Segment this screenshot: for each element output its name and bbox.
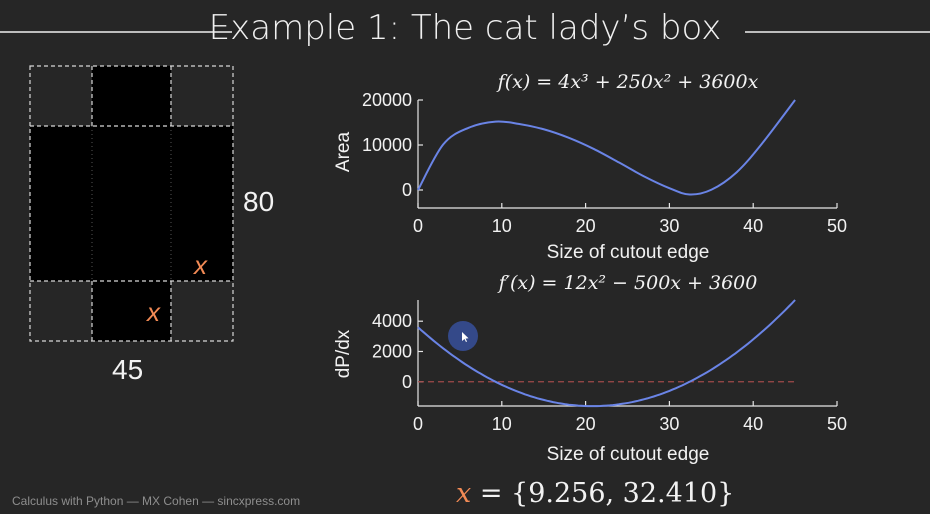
box-width-label: 45 bbox=[112, 354, 144, 385]
area-chart-ylabel: Area bbox=[333, 132, 354, 173]
title-rule-right bbox=[745, 31, 930, 33]
solution-equation: x = {9.256, 32.410} bbox=[456, 478, 734, 509]
derivative-chart-title: f′(x) = 12x² − 500x + 3600 bbox=[497, 272, 758, 294]
box-height-label: 80 bbox=[243, 186, 275, 217]
page-title: Example 1: The cat lady’s box bbox=[208, 8, 722, 48]
x-tick-label: 0 bbox=[413, 414, 423, 434]
cut-label-right: x bbox=[192, 250, 208, 280]
x-tick-label: 10 bbox=[492, 216, 512, 236]
area-curve bbox=[417, 99, 796, 196]
x-tick-label: 0 bbox=[413, 216, 423, 236]
area-chart-title: f(x) = 4x³ + 250x² + 3600x bbox=[496, 71, 759, 93]
x-tick-label: 50 bbox=[827, 216, 847, 236]
y-tick-label: 10000 bbox=[362, 135, 412, 155]
box-bottom-flap bbox=[92, 281, 171, 341]
box-dashed-outline bbox=[29, 65, 234, 342]
x-tick-label: 20 bbox=[576, 216, 596, 236]
x-tick-label: 40 bbox=[743, 414, 763, 434]
y-tick-label: 0 bbox=[402, 372, 412, 392]
derivative-chart-ylabel: dP/dx bbox=[333, 329, 354, 378]
solution-variable: x bbox=[456, 478, 472, 509]
y-tick-label: 20000 bbox=[362, 90, 412, 110]
title-rule-left bbox=[0, 31, 232, 33]
area-chart-xlabel: Size of cutout edge bbox=[547, 242, 710, 263]
x-tick-label: 10 bbox=[492, 414, 512, 434]
x-tick-label: 20 bbox=[576, 414, 596, 434]
x-tick-label: 30 bbox=[659, 414, 679, 434]
footer-credit: Calculus with Python — MX Cohen — sincxp… bbox=[12, 494, 301, 508]
cut-label-bottom: x bbox=[145, 297, 161, 327]
box-center-panel bbox=[30, 126, 233, 281]
box-top-flap bbox=[92, 66, 171, 126]
mouse-pointer-icon bbox=[462, 332, 469, 342]
y-tick-label: 4000 bbox=[372, 311, 412, 331]
derivative-curve bbox=[417, 299, 796, 408]
x-tick-label: 50 bbox=[827, 414, 847, 434]
y-tick-label: 2000 bbox=[372, 341, 412, 361]
derivative-chart-xlabel: Size of cutout edge bbox=[547, 444, 710, 465]
x-tick-label: 30 bbox=[659, 216, 679, 236]
y-tick-label: 0 bbox=[402, 180, 412, 200]
solution-values: = {9.256, 32.410} bbox=[479, 478, 735, 509]
x-tick-label: 40 bbox=[743, 216, 763, 236]
